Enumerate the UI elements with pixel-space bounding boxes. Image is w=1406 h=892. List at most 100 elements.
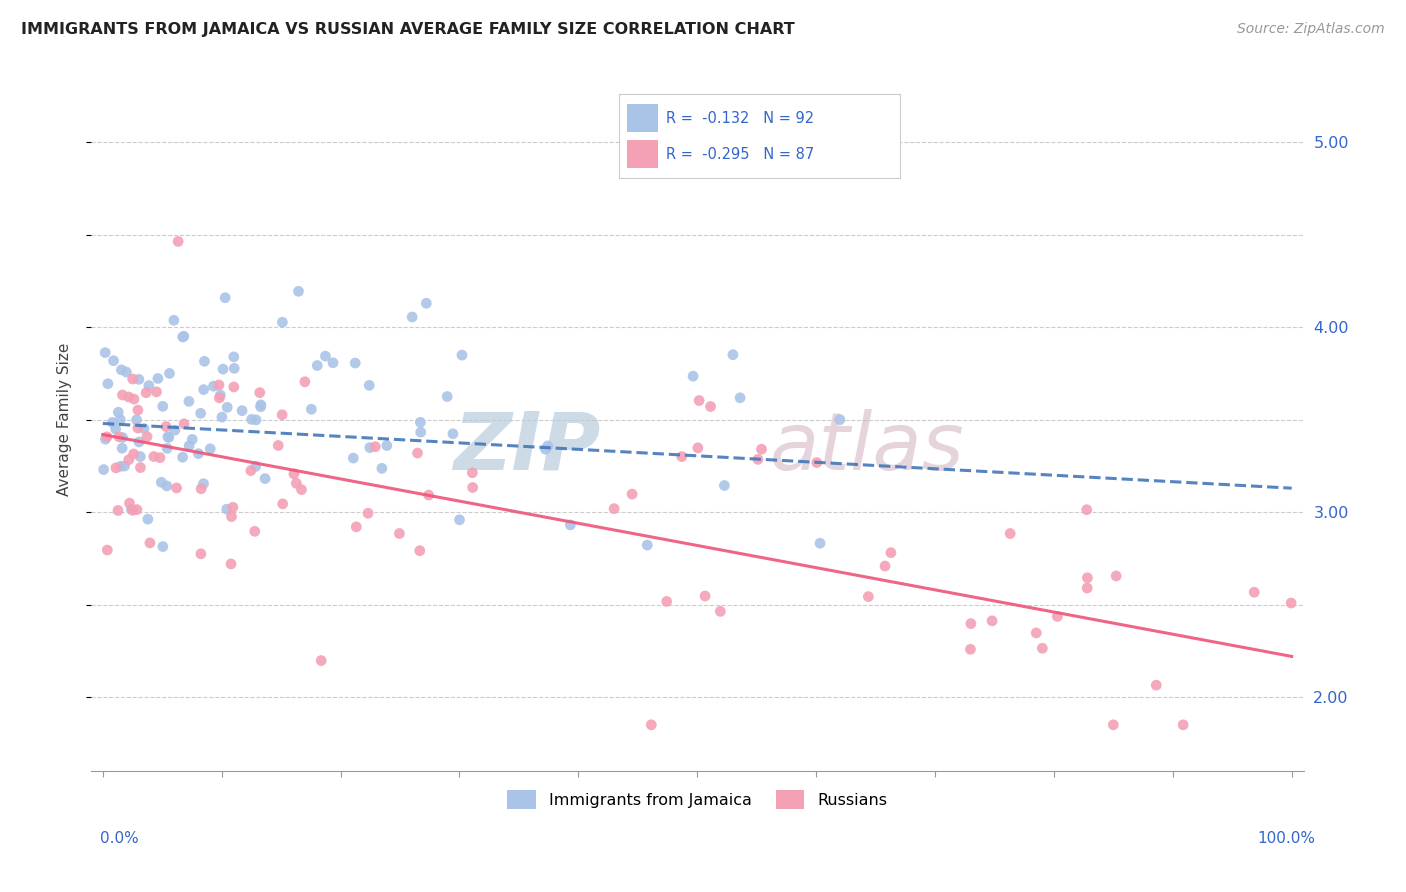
Point bbox=[1076, 571, 1098, 585]
Point bbox=[128, 434, 150, 449]
Point bbox=[177, 394, 200, 409]
Point bbox=[621, 487, 644, 501]
Point bbox=[441, 426, 464, 441]
Point bbox=[115, 365, 138, 379]
Point bbox=[96, 543, 118, 558]
Text: 100.0%: 100.0% bbox=[1257, 831, 1316, 846]
Point bbox=[172, 330, 194, 344]
Point bbox=[129, 450, 152, 464]
Point bbox=[121, 503, 143, 517]
Point bbox=[294, 375, 316, 389]
Point bbox=[1076, 502, 1098, 516]
Point bbox=[214, 291, 236, 305]
Point bbox=[267, 438, 290, 452]
Point bbox=[209, 388, 232, 402]
Point bbox=[103, 353, 125, 368]
Point bbox=[128, 372, 150, 386]
Point bbox=[156, 442, 179, 456]
Point bbox=[97, 376, 120, 391]
Point bbox=[451, 348, 474, 362]
Point bbox=[344, 356, 367, 370]
Point bbox=[111, 442, 134, 456]
Point bbox=[219, 557, 242, 571]
Point bbox=[699, 400, 721, 414]
Legend: Immigrants from Jamaica, Russians: Immigrants from Jamaica, Russians bbox=[501, 783, 894, 816]
Point bbox=[285, 476, 308, 491]
Point bbox=[449, 513, 471, 527]
Bar bbox=[627, 140, 658, 168]
Point bbox=[806, 456, 828, 470]
Point bbox=[249, 385, 271, 400]
Point bbox=[371, 461, 394, 475]
Point bbox=[721, 348, 744, 362]
Point bbox=[998, 526, 1021, 541]
Point bbox=[187, 447, 209, 461]
Point bbox=[406, 446, 429, 460]
Point bbox=[108, 430, 131, 444]
Point bbox=[152, 400, 174, 414]
Text: atlas: atlas bbox=[770, 409, 965, 487]
Point bbox=[94, 345, 117, 359]
Point bbox=[129, 460, 152, 475]
Point bbox=[603, 501, 626, 516]
Point bbox=[751, 442, 773, 457]
Point bbox=[271, 315, 294, 329]
Point bbox=[173, 417, 195, 431]
Y-axis label: Average Family Size: Average Family Size bbox=[58, 343, 72, 497]
Point bbox=[111, 388, 134, 402]
Point bbox=[222, 380, 245, 394]
Point bbox=[111, 430, 134, 444]
Point bbox=[200, 442, 222, 456]
Point bbox=[159, 367, 181, 381]
Point bbox=[314, 349, 336, 363]
Point bbox=[243, 524, 266, 539]
Point bbox=[193, 383, 215, 397]
Point bbox=[163, 313, 186, 327]
Point bbox=[132, 421, 155, 435]
Point bbox=[344, 520, 367, 534]
Point bbox=[94, 432, 117, 446]
Point bbox=[138, 378, 160, 392]
Point bbox=[960, 616, 983, 631]
Point bbox=[636, 538, 658, 552]
Point bbox=[172, 450, 194, 465]
Point bbox=[208, 378, 231, 392]
Point bbox=[145, 384, 167, 399]
Point bbox=[245, 413, 267, 427]
Point bbox=[127, 403, 149, 417]
Point bbox=[222, 500, 245, 515]
Point bbox=[1243, 585, 1265, 599]
Point bbox=[146, 371, 169, 385]
Point bbox=[693, 589, 716, 603]
Point bbox=[104, 461, 127, 475]
Text: ZIP: ZIP bbox=[453, 409, 600, 487]
Point bbox=[208, 391, 231, 405]
Point bbox=[981, 614, 1004, 628]
Point bbox=[152, 540, 174, 554]
Point bbox=[231, 403, 253, 417]
Point bbox=[190, 547, 212, 561]
Point bbox=[142, 450, 165, 464]
Point bbox=[221, 509, 243, 524]
Point bbox=[193, 476, 215, 491]
Point bbox=[179, 439, 201, 453]
Point bbox=[156, 430, 179, 444]
Point bbox=[249, 400, 271, 414]
Point bbox=[104, 422, 127, 436]
Point bbox=[222, 350, 245, 364]
Point bbox=[688, 393, 710, 408]
Point bbox=[1105, 569, 1128, 583]
Point bbox=[211, 410, 233, 425]
Point bbox=[239, 464, 262, 478]
Point bbox=[359, 441, 381, 455]
Point bbox=[110, 459, 132, 474]
Text: Source: ZipAtlas.com: Source: ZipAtlas.com bbox=[1237, 22, 1385, 37]
Point bbox=[125, 413, 148, 427]
Point bbox=[107, 405, 129, 419]
Point bbox=[271, 408, 294, 422]
Point bbox=[686, 441, 709, 455]
Point bbox=[150, 475, 173, 490]
Point bbox=[173, 329, 195, 343]
Point bbox=[728, 391, 751, 405]
Point bbox=[299, 402, 322, 417]
